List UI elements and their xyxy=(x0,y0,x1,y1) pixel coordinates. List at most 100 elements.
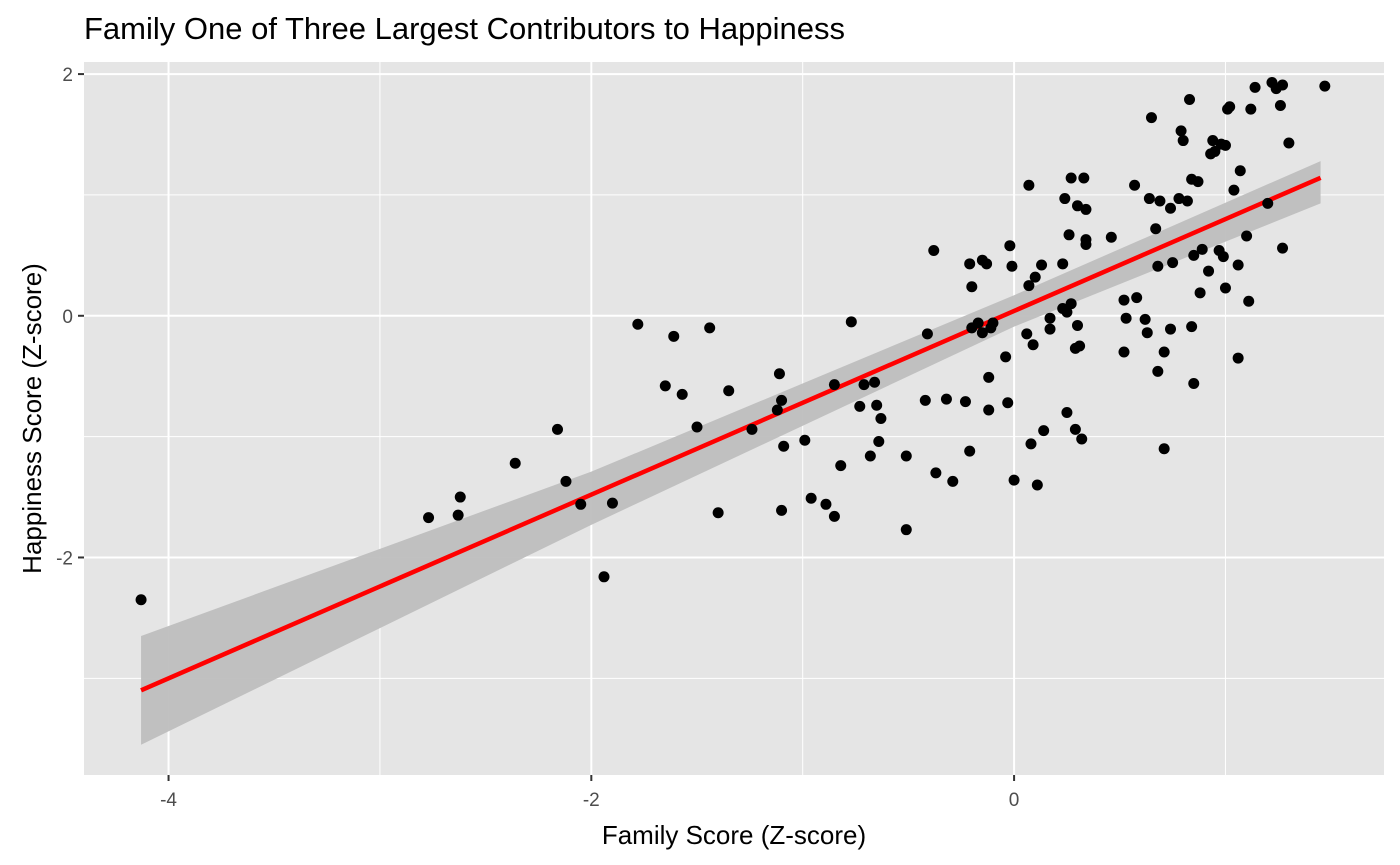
data-point xyxy=(1065,298,1077,310)
data-point xyxy=(773,368,785,380)
data-point xyxy=(1025,438,1037,450)
data-point xyxy=(940,393,952,405)
data-point xyxy=(691,421,703,433)
chart-title: Family One of Three Largest Contributors… xyxy=(84,11,845,46)
data-point xyxy=(1175,125,1187,137)
data-point xyxy=(1004,240,1016,252)
data-point xyxy=(828,510,840,522)
grid-lines xyxy=(84,62,1384,775)
data-point xyxy=(1158,443,1170,455)
data-point xyxy=(1139,313,1151,325)
data-point xyxy=(1217,251,1229,263)
data-point xyxy=(921,328,933,340)
data-point xyxy=(1243,295,1255,307)
data-point xyxy=(1319,80,1331,92)
data-point xyxy=(1184,93,1196,105)
x-tick-label: -4 xyxy=(160,790,177,811)
data-point xyxy=(845,316,857,328)
data-point xyxy=(869,376,881,388)
data-point xyxy=(1186,321,1198,333)
data-point xyxy=(987,317,999,329)
data-point xyxy=(799,434,811,446)
data-point xyxy=(1071,200,1083,212)
data-point xyxy=(776,504,788,516)
data-point xyxy=(1078,172,1090,184)
data-point xyxy=(1224,101,1236,113)
data-point xyxy=(1061,306,1073,318)
data-point xyxy=(1118,294,1130,306)
data-point xyxy=(900,450,912,462)
data-point xyxy=(972,317,984,329)
data-point xyxy=(1120,312,1132,324)
data-point xyxy=(1059,193,1071,205)
data-point xyxy=(1209,145,1221,157)
data-point xyxy=(135,594,147,606)
data-point xyxy=(1029,271,1041,283)
data-point xyxy=(1152,260,1164,272)
data-point xyxy=(668,330,680,342)
data-point xyxy=(1188,377,1200,389)
data-point xyxy=(509,457,521,469)
data-point xyxy=(1232,352,1244,364)
data-point xyxy=(1143,193,1155,205)
data-point xyxy=(964,258,976,270)
data-point xyxy=(966,281,978,293)
data-point xyxy=(771,404,783,416)
data-point xyxy=(659,380,671,392)
data-point xyxy=(1262,197,1274,209)
data-point xyxy=(981,258,993,270)
data-point xyxy=(560,475,572,487)
regression-line xyxy=(140,175,1322,693)
data-point xyxy=(864,450,876,462)
data-point xyxy=(1044,323,1056,335)
data-point xyxy=(1031,479,1043,491)
data-point xyxy=(1002,397,1014,409)
data-point xyxy=(1283,137,1295,149)
data-point xyxy=(1036,259,1048,271)
data-point xyxy=(1080,203,1092,215)
data-point xyxy=(1061,406,1073,418)
data-point xyxy=(1008,474,1020,486)
data-point xyxy=(1232,259,1244,271)
y-axis-title: Happiness Score (Z-score) xyxy=(17,263,47,574)
data-point xyxy=(1150,223,1162,235)
data-point xyxy=(575,498,587,510)
data-point xyxy=(1118,346,1130,358)
data-point xyxy=(1105,231,1117,243)
data-point xyxy=(1165,202,1177,214)
data-point xyxy=(947,475,959,487)
data-point xyxy=(723,385,735,397)
data-point xyxy=(632,318,644,330)
data-point xyxy=(1071,319,1083,331)
data-point xyxy=(1044,312,1056,324)
fit-line-layer xyxy=(140,175,1322,693)
data-point xyxy=(1249,81,1261,93)
data-point xyxy=(1076,433,1088,445)
data-point xyxy=(1192,176,1204,188)
data-point xyxy=(871,399,883,411)
data-point xyxy=(1173,193,1185,205)
data-point xyxy=(1141,327,1153,339)
data-point xyxy=(1131,292,1143,304)
axes: -4 -2 0 -2 0 2 xyxy=(56,65,1019,811)
x-axis-title: Family Score (Z-score) xyxy=(602,820,866,850)
data-point xyxy=(746,423,758,435)
data-point xyxy=(1245,103,1257,115)
data-point xyxy=(1167,257,1179,269)
data-point xyxy=(551,423,563,435)
data-point xyxy=(1177,135,1189,147)
y-tick-label: 0 xyxy=(62,307,73,328)
data-point xyxy=(1277,79,1289,91)
data-point xyxy=(928,245,940,257)
data-point xyxy=(1080,238,1092,250)
data-point xyxy=(959,396,971,408)
data-point xyxy=(598,571,610,583)
data-point xyxy=(1063,229,1075,241)
data-point xyxy=(835,460,847,472)
data-point xyxy=(1277,242,1289,254)
x-tick-label: 0 xyxy=(1009,790,1020,811)
data-point xyxy=(454,491,466,503)
data-point xyxy=(900,524,912,536)
data-point xyxy=(778,440,790,452)
data-point xyxy=(1021,328,1033,340)
